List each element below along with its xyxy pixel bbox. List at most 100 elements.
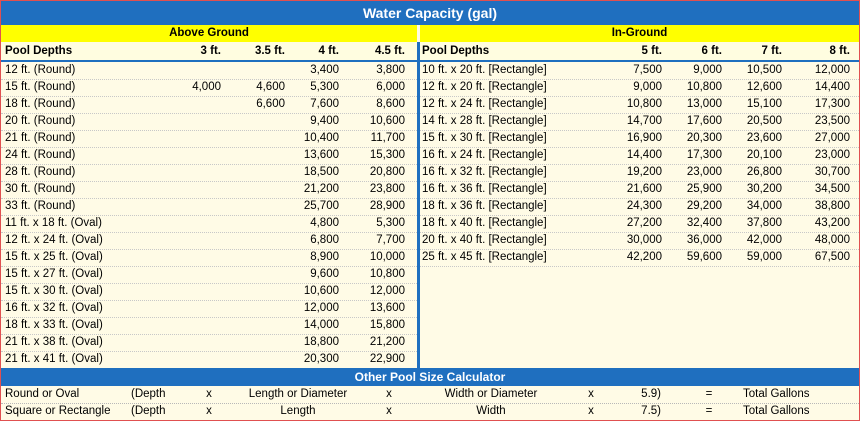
pool-size-label: 18 ft. x 40 ft. [Rectangle] (422, 217, 547, 229)
table-row: 11 ft. x 18 ft. (Oval) 4,800 5,300 (1, 215, 417, 233)
gallon-value: 12,000 (303, 302, 339, 314)
pool-size-label: 18 ft. (Round) (5, 98, 76, 110)
table-row: 12 ft. x 24 ft. (Oval) 6,800 7,700 (1, 232, 417, 250)
gallon-value: 28,900 (369, 200, 405, 212)
gallon-value: 9,600 (310, 268, 339, 280)
table-row: 16 ft. x 36 ft. [Rectangle] 21,600 25,900 3… (420, 181, 859, 199)
gallon-value: 6,600 (256, 98, 285, 110)
pool-size-label: 15 ft. x 25 ft. (Oval) (5, 251, 103, 263)
pool-size-label: 10 ft. x 20 ft. [Rectangle] (422, 64, 547, 76)
gallon-value: 10,400 (303, 132, 339, 144)
pool-size-label: 14 ft. x 28 ft. [Rectangle] (422, 115, 547, 127)
depth-term: (Depth (131, 405, 166, 417)
pool-size-label: 16 ft. x 36 ft. [Rectangle] (422, 183, 547, 195)
gallon-value: 10,500 (746, 64, 782, 76)
pool-size-label: 15 ft. (Round) (5, 81, 76, 93)
equals-sign: = (705, 405, 713, 417)
gallon-value: 10,000 (369, 251, 405, 263)
pool-size-label: 20 ft. x 40 ft. [Rectangle] (422, 234, 547, 246)
gallon-value: 8,600 (376, 98, 405, 110)
gallon-value: 59,600 (686, 251, 722, 263)
gallon-value: 5,300 (310, 81, 339, 93)
gallon-value: 25,700 (303, 200, 339, 212)
gallon-value: 23,600 (746, 132, 782, 144)
section-divider (417, 42, 420, 368)
gallon-value: 15,300 (369, 149, 405, 161)
gallon-value: 20,300 (686, 132, 722, 144)
gallon-value: 7,500 (633, 64, 662, 76)
pool-size-label: 18 ft. x 36 ft. [Rectangle] (422, 200, 547, 212)
gallon-value: 15,800 (369, 319, 405, 331)
pool-size-label: 24 ft. (Round) (5, 149, 76, 161)
gallon-value: 30,700 (814, 166, 850, 178)
table-row: 21 ft. (Round) 10,400 11,700 (1, 130, 417, 148)
table-row: 20 ft. x 40 ft. [Rectangle] 30,000 36,000 4… (420, 232, 859, 250)
gallon-value: 17,300 (814, 98, 850, 110)
gallon-value: 36,000 (686, 234, 722, 246)
table-row: 18 ft. x 33 ft. (Oval) 14,000 15,800 (1, 317, 417, 335)
multiply-sign: x (206, 388, 212, 400)
gallon-value: 9,000 (693, 64, 722, 76)
gallon-value: 3,800 (376, 64, 405, 76)
table-row: 24 ft. (Round) 13,600 15,300 (1, 147, 417, 165)
table-row: 15 ft. (Round) 4,000 4,600 5,300 6,000 (1, 79, 417, 97)
gallon-value: 30,000 (626, 234, 662, 246)
table-row: 15 ft. x 25 ft. (Oval) 8,900 10,000 (1, 249, 417, 267)
gallon-value: 34,000 (746, 200, 782, 212)
table-row: 10 ft. x 20 ft. [Rectangle] 7,500 9,000 10,… (420, 62, 859, 80)
gallon-value: 3,400 (310, 64, 339, 76)
gallon-value: 21,200 (369, 336, 405, 348)
gallon-value: 34,500 (814, 183, 850, 195)
pool-size-label: 16 ft. x 24 ft. [Rectangle] (422, 149, 547, 161)
gallon-value: 4,600 (256, 81, 285, 93)
result-label: Total Gallons (743, 405, 810, 417)
gallon-value: 20,100 (746, 149, 782, 161)
multiply-sign: x (206, 405, 212, 417)
in-ground-header: In-Ground (420, 25, 859, 42)
table-row: 18 ft. x 36 ft. [Rectangle] 24,300 29,200 3… (420, 198, 859, 216)
multiply-sign: x (588, 388, 594, 400)
table-row: 12 ft. (Round) 3,400 3,800 (1, 62, 417, 80)
gallon-value: 10,800 (369, 268, 405, 280)
factor-value: 7.5) (641, 405, 661, 417)
table-row: 20 ft. (Round) 9,400 10,600 (1, 113, 417, 131)
gallon-value: 43,200 (814, 217, 850, 229)
pool-size-label: 12 ft. x 20 ft. [Rectangle] (422, 81, 547, 93)
dimension-term: Length or Diameter (248, 388, 348, 400)
gallon-value: 14,700 (626, 115, 662, 127)
gallon-value: 14,400 (814, 81, 850, 93)
depth-header: 4 ft. (318, 45, 339, 57)
gallon-value: 42,200 (626, 251, 662, 263)
gallon-value: 25,900 (686, 183, 722, 195)
gallon-value: 38,800 (814, 200, 850, 212)
sheet-title: Water Capacity (gal) (1, 1, 859, 25)
gallon-value: 27,000 (814, 132, 850, 144)
shape-label: Round or Oval (5, 388, 80, 400)
gallon-value: 21,200 (303, 183, 339, 195)
gallon-value: 15,100 (746, 98, 782, 110)
table-row: 21 ft. x 38 ft. (Oval) 18,800 21,200 (1, 334, 417, 352)
gallon-value: 10,600 (369, 115, 405, 127)
depth-term: (Depth (131, 388, 166, 400)
gallon-value: 27,200 (626, 217, 662, 229)
gallon-value: 23,000 (814, 149, 850, 161)
shape-label: Square or Rectangle (5, 405, 111, 417)
gallon-value: 6,000 (376, 81, 405, 93)
pool-size-label: 12 ft. x 24 ft. [Rectangle] (422, 98, 547, 110)
gallon-value: 37,800 (746, 217, 782, 229)
pool-size-label: 30 ft. (Round) (5, 183, 76, 195)
gallon-value: 30,200 (746, 183, 782, 195)
table-row: 12 ft. x 24 ft. [Rectangle] 10,800 13,000 1… (420, 96, 859, 114)
result-label: Total Gallons (743, 388, 810, 400)
pool-size-label: 25 ft. x 45 ft. [Rectangle] (422, 251, 547, 263)
pool-depths-label: Pool Depths (422, 45, 490, 57)
pool-size-label: 16 ft. x 32 ft. (Oval) (5, 302, 103, 314)
gallon-value: 11,700 (370, 132, 405, 144)
gallon-value: 10,800 (686, 81, 722, 93)
calculator-row: Square or Rectangle (Depth x Length x Width x 7… (1, 403, 859, 420)
factor-value: 5.9) (641, 388, 661, 400)
gallon-value: 48,000 (814, 234, 850, 246)
pool-size-label: 33 ft. (Round) (5, 200, 76, 212)
pool-size-label: 21 ft. (Round) (5, 132, 76, 144)
